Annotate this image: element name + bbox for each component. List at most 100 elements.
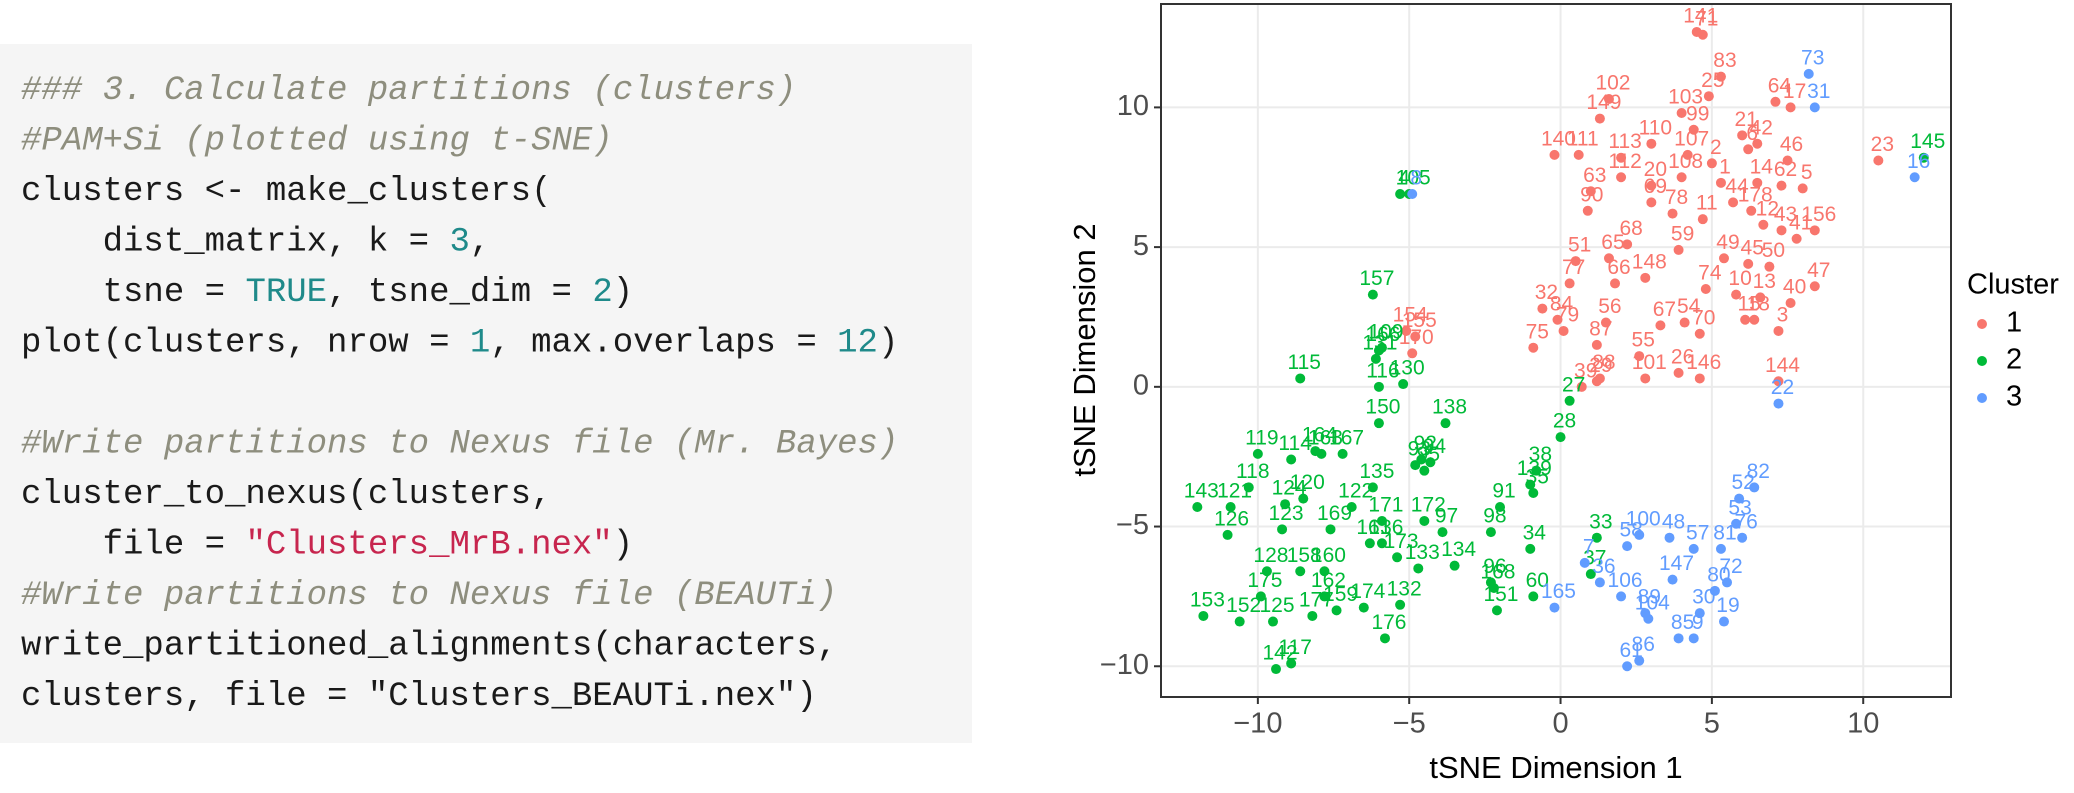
- point-label: 36: [1592, 555, 1615, 578]
- point: [1655, 320, 1666, 331]
- code-line: ### 3. Calculate partitions (clusters): [21, 72, 796, 110]
- point-label: 164: [1302, 424, 1337, 447]
- point-label: 45: [1741, 236, 1764, 259]
- point: [1764, 261, 1775, 272]
- point: [1773, 376, 1784, 387]
- point: [1373, 418, 1384, 429]
- point-label: 34: [1523, 521, 1547, 544]
- point: [1525, 543, 1536, 554]
- point-label: 73: [1801, 46, 1824, 69]
- point-label: 54: [1677, 295, 1701, 318]
- point: [1743, 258, 1754, 269]
- point-label: 151: [1483, 583, 1518, 606]
- y-tick-label: −5: [1116, 509, 1149, 541]
- point: [1531, 465, 1542, 476]
- point: [1731, 518, 1742, 529]
- point-label: 19: [1716, 594, 1739, 617]
- point: [1525, 479, 1536, 490]
- code-line: #PAM+Si (plotted using t-SNE): [21, 123, 613, 161]
- point: [1700, 284, 1711, 295]
- point-label: 108: [1668, 150, 1703, 173]
- point: [1622, 541, 1633, 552]
- point-label: 128: [1253, 544, 1288, 567]
- point-label: 143: [1184, 480, 1219, 503]
- point: [1373, 381, 1384, 392]
- point: [1549, 149, 1560, 160]
- point-label: 95: [1417, 443, 1440, 466]
- point: [1401, 325, 1412, 336]
- point: [1298, 493, 1309, 504]
- x-tick-label: 10: [1847, 708, 1879, 740]
- legend-key: [1977, 356, 1987, 366]
- code-line: #Write partitions to Nexus file (BEAUTi): [21, 577, 837, 615]
- point-label: 88: [1592, 351, 1615, 374]
- point: [1488, 583, 1499, 594]
- point-label: 44: [1725, 175, 1749, 198]
- point-label: 162: [1311, 569, 1346, 592]
- point: [1307, 610, 1318, 621]
- point: [1676, 172, 1687, 183]
- code-token: 12: [837, 325, 878, 363]
- y-tick-label: 5: [1133, 230, 1149, 262]
- point: [1564, 278, 1575, 289]
- point-label: 148: [1632, 250, 1667, 273]
- code-token: ### 3. Calculate partitions (clusters): [21, 72, 796, 110]
- point: [1337, 448, 1348, 459]
- point-label: 174: [1350, 580, 1385, 603]
- point-label: 154: [1393, 303, 1428, 326]
- point-label: 47: [1807, 259, 1830, 282]
- point-label: 135: [1359, 460, 1394, 483]
- legend-label: 3: [2006, 381, 2022, 413]
- point-label: 85: [1671, 611, 1694, 634]
- point-label: 178: [1738, 183, 1773, 206]
- point: [1694, 608, 1705, 619]
- code-token: dist_matrix, k =: [21, 224, 449, 262]
- point-label: 87: [1589, 317, 1612, 340]
- point: [1192, 501, 1203, 512]
- point-label: 141: [1683, 4, 1718, 27]
- point-label: 59: [1671, 222, 1694, 245]
- legend: 1 2 3: [1977, 307, 2022, 413]
- y-axis-title: tSNE Dimension 2: [1067, 223, 1102, 476]
- point-label: 107: [1674, 127, 1709, 150]
- point: [1425, 457, 1436, 468]
- point-label: 9: [1692, 611, 1704, 634]
- point: [1673, 633, 1684, 644]
- point: [1579, 557, 1590, 568]
- point-label: 83: [1713, 49, 1736, 72]
- point-label: 90: [1580, 183, 1603, 206]
- point-label: 119: [1245, 426, 1278, 449]
- point-label: 53: [1728, 496, 1751, 519]
- point: [1410, 460, 1421, 471]
- code-block: ### 3. Calculate partitions (clusters) #P…: [21, 72, 898, 716]
- code-token: plot(clusters, nrow =: [21, 325, 470, 363]
- point: [1376, 538, 1387, 549]
- code-token: 2: [592, 274, 612, 312]
- point-label: 51: [1568, 234, 1591, 257]
- point: [1271, 664, 1282, 675]
- point-label: 133: [1405, 541, 1440, 564]
- point-label: 169: [1317, 502, 1352, 525]
- point-label: 56: [1598, 295, 1621, 318]
- point: [1782, 155, 1793, 166]
- point-label: 121: [1217, 480, 1252, 503]
- point-label: 123: [1269, 502, 1304, 525]
- point-label: 67: [1653, 298, 1676, 321]
- point: [1718, 616, 1729, 627]
- point-label: 63: [1583, 164, 1606, 187]
- code-token: ): [613, 527, 633, 565]
- code-token: #Write partitions to Nexus file (Mr. Bay…: [21, 426, 898, 464]
- point: [1694, 328, 1705, 339]
- point: [1610, 278, 1621, 289]
- point: [1743, 144, 1754, 155]
- point-label: 145: [1910, 130, 1945, 153]
- x-axis-title: tSNE Dimension 1: [1429, 750, 1682, 785]
- code-line: file = "Clusters_MrB.nex"): [21, 527, 633, 565]
- point-label: 168: [1480, 561, 1515, 584]
- point-label: 112: [1608, 150, 1641, 173]
- point: [1537, 303, 1548, 314]
- point-label: 22: [1771, 376, 1794, 399]
- point: [1398, 379, 1409, 390]
- code-token: , max.overlaps =: [490, 325, 837, 363]
